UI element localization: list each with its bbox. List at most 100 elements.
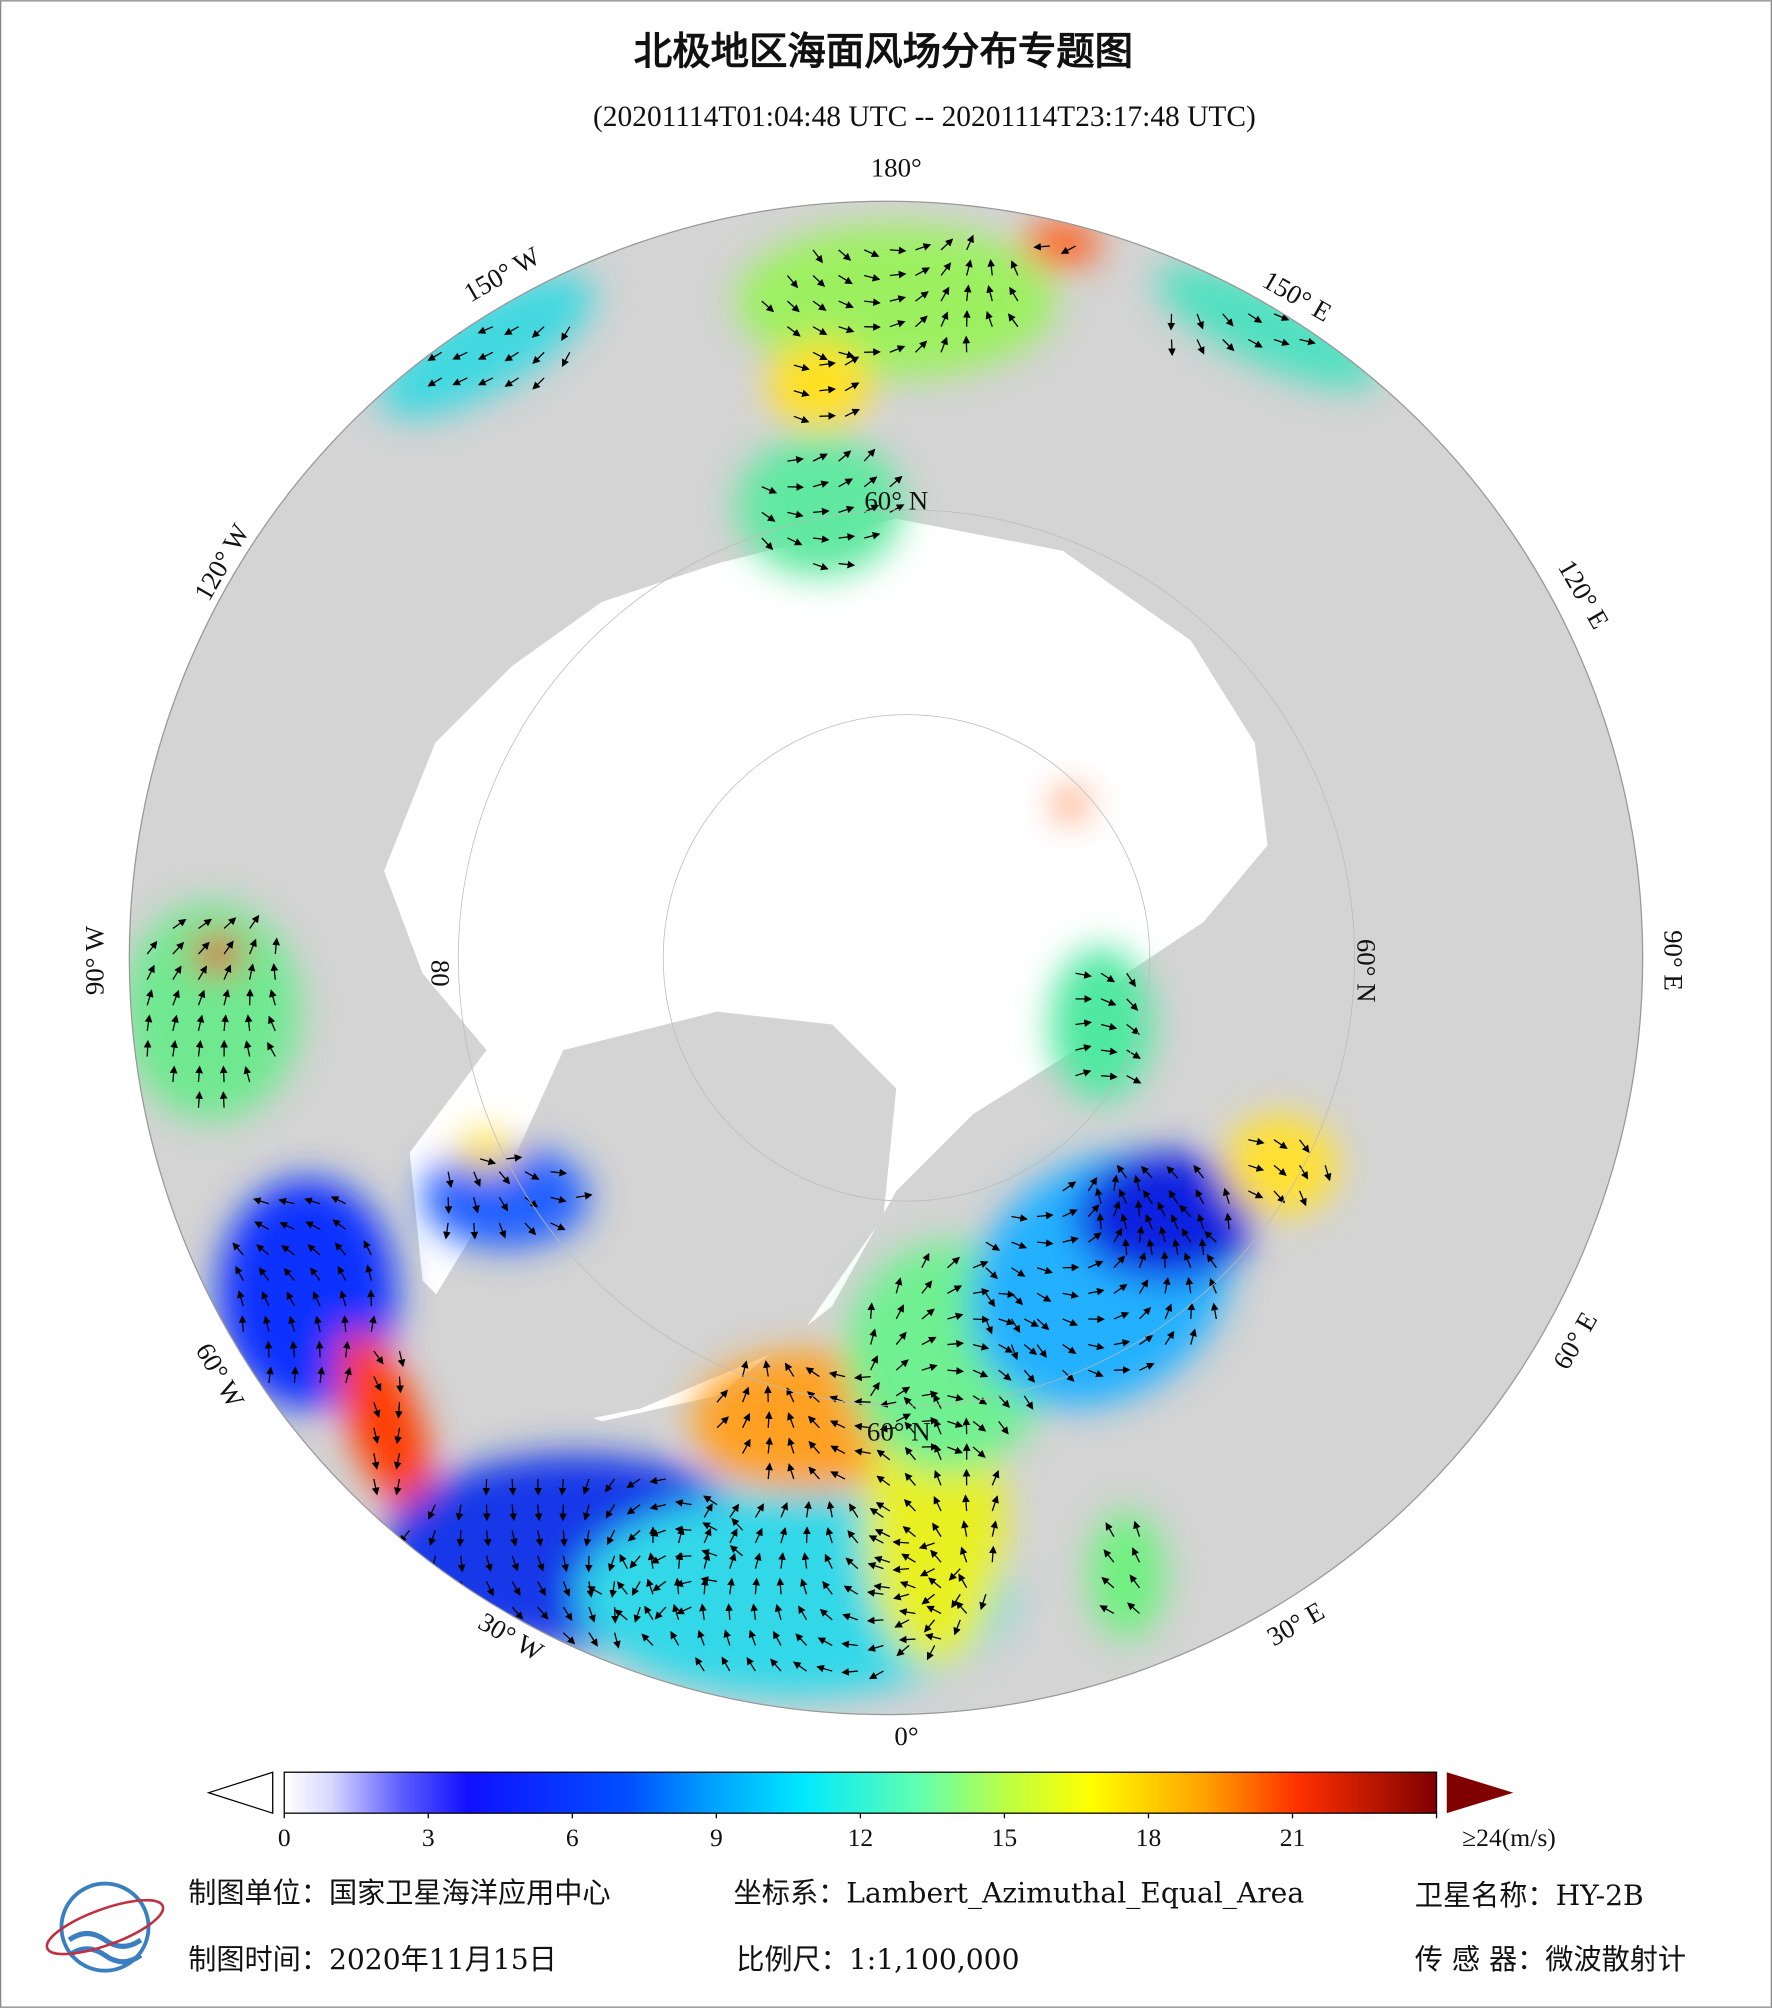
wind-arrow bbox=[868, 1535, 884, 1544]
wind-arrow bbox=[1210, 1302, 1219, 1320]
wind-arrow bbox=[256, 1244, 270, 1256]
wind-arrow bbox=[779, 1526, 788, 1544]
wind-arrow bbox=[307, 1244, 321, 1256]
wind-arrow bbox=[933, 1496, 942, 1512]
wind-arrow bbox=[921, 1416, 939, 1425]
wind-arrow bbox=[427, 377, 443, 387]
wind-arrow bbox=[812, 275, 826, 287]
colorbar-ticks: 0 3 6 9 12 15 18 21 ≥24(m/s) bbox=[278, 1813, 1556, 1852]
lon-label: 90° W bbox=[79, 925, 109, 995]
wind-arrow bbox=[761, 537, 774, 551]
wind-arrow bbox=[1164, 1330, 1175, 1345]
wind-arrow bbox=[1113, 1255, 1126, 1269]
lon-label: 60° E bbox=[1547, 1307, 1603, 1375]
wind-arrow bbox=[673, 1577, 682, 1595]
wind-arrow bbox=[847, 1530, 859, 1544]
wind-arrow bbox=[793, 389, 810, 397]
wind-arrow bbox=[1113, 1227, 1123, 1243]
wind-arrow bbox=[1101, 1576, 1115, 1589]
wind-arrow bbox=[812, 480, 829, 488]
wind-arrow bbox=[1062, 1181, 1077, 1192]
wind-arrow bbox=[895, 1413, 911, 1422]
wind-arrow bbox=[498, 1222, 507, 1239]
wind-arrow bbox=[721, 1656, 731, 1672]
wind-arrow bbox=[341, 1315, 349, 1332]
wind-arrow bbox=[915, 243, 932, 251]
wind-arrow bbox=[244, 1040, 252, 1057]
wind-arrow bbox=[940, 311, 949, 327]
wind-arrow bbox=[561, 352, 571, 367]
greenland bbox=[422, 1011, 897, 1435]
wind-arrow bbox=[266, 1366, 274, 1384]
wind-arrow bbox=[369, 1315, 377, 1332]
wind-arrow bbox=[381, 351, 392, 367]
wind-arrow bbox=[1183, 1252, 1192, 1268]
wind-arrow bbox=[649, 1476, 666, 1485]
wind-arrow bbox=[838, 274, 853, 285]
wind-arrow bbox=[893, 1592, 910, 1601]
wind-arrow bbox=[305, 1221, 321, 1230]
wind-arrow bbox=[1075, 1044, 1092, 1052]
wind-arrow bbox=[1141, 1165, 1153, 1179]
wind-arrow bbox=[1036, 1292, 1052, 1302]
wind-arrow bbox=[1126, 1049, 1141, 1059]
wind-arrow bbox=[792, 1661, 807, 1672]
wind-arrow bbox=[1139, 1306, 1152, 1320]
wind-arrow bbox=[895, 1359, 909, 1371]
wind-arrow bbox=[1198, 1238, 1207, 1256]
wind-arrow bbox=[197, 941, 210, 955]
wind-arrow bbox=[650, 1555, 667, 1564]
wind-arrow bbox=[795, 1633, 808, 1646]
wind-arrow bbox=[1087, 1204, 1100, 1217]
wind-arrow bbox=[761, 300, 775, 313]
wind-arrow bbox=[1143, 1189, 1153, 1205]
wind-arrow bbox=[1224, 1212, 1233, 1230]
wind-arrow bbox=[787, 510, 804, 519]
wind-arrow bbox=[947, 1312, 964, 1321]
wind-arrow bbox=[371, 1478, 380, 1496]
wind-arrow bbox=[171, 1014, 179, 1032]
wind-arrow bbox=[972, 1420, 987, 1432]
wind-speed-patch bbox=[422, 1146, 589, 1249]
wind-arrow bbox=[1101, 1047, 1118, 1056]
wind-arrow bbox=[619, 1553, 628, 1569]
wind-arrow bbox=[1105, 1522, 1115, 1537]
wind-arrow bbox=[780, 1502, 788, 1518]
wind-arrow bbox=[550, 1168, 568, 1177]
wind-arrow bbox=[854, 1448, 871, 1456]
wind-arrow bbox=[1037, 1239, 1054, 1247]
wind-arrow bbox=[339, 1290, 347, 1307]
wind-arrow bbox=[889, 475, 903, 488]
wind-arrow bbox=[1139, 1335, 1154, 1346]
wind-arrow bbox=[1087, 1232, 1102, 1243]
wind-arrow bbox=[1222, 1187, 1231, 1204]
wind-arrow bbox=[1036, 1266, 1053, 1275]
wind-arrow bbox=[998, 1290, 1016, 1299]
wind-arrow bbox=[1075, 1069, 1092, 1077]
wind-arrow bbox=[867, 1644, 884, 1652]
wind-arrow bbox=[870, 1355, 878, 1371]
graticule bbox=[457, 509, 1355, 1407]
wind-arrow bbox=[244, 1014, 253, 1031]
wind-arrow bbox=[243, 1066, 252, 1083]
lat-label: 60° N bbox=[867, 1416, 931, 1446]
wind-arrow bbox=[812, 453, 828, 462]
lat-label: 60° N bbox=[864, 486, 928, 516]
wind-arrow bbox=[695, 1657, 705, 1672]
wind-arrow bbox=[915, 267, 931, 277]
wind-arrow bbox=[991, 1470, 1000, 1486]
wind-arrow bbox=[919, 1568, 935, 1577]
wind-arrow bbox=[1222, 339, 1235, 352]
wind-arrow bbox=[1170, 1214, 1179, 1230]
wind-arrow bbox=[863, 249, 880, 258]
wind-arrow bbox=[921, 1390, 939, 1399]
wind-arrow bbox=[1095, 1187, 1103, 1204]
wind-arrow bbox=[786, 1387, 795, 1403]
wind-arrow bbox=[1099, 1605, 1115, 1615]
wind-arrow bbox=[532, 377, 545, 390]
wind-arrow bbox=[268, 1015, 276, 1032]
wind-arrow bbox=[611, 1607, 619, 1624]
wind-arrow bbox=[845, 1557, 859, 1570]
wind-arrow bbox=[561, 326, 571, 341]
wind-arrow bbox=[873, 1582, 890, 1591]
